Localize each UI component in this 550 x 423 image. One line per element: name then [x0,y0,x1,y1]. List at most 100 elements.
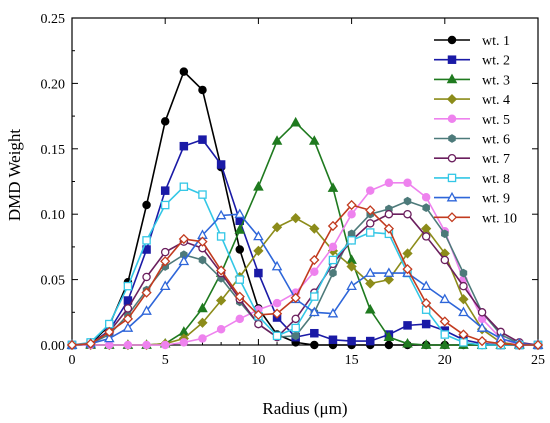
y-axis-title: DMD Weight [5,129,24,222]
legend-item-4: wt. 4 [434,93,510,108]
data-point [291,323,300,333]
legend-label: wt. 5 [482,113,510,128]
data-point [347,336,356,346]
legend-marker [447,55,457,64]
data-point [105,340,114,350]
data-point [179,141,189,151]
data-point [198,135,207,144]
data-point [122,313,134,324]
data-point [383,331,395,342]
legend-marker [447,114,457,124]
legend-label: wt. 7 [482,152,510,167]
data-point [234,224,246,234]
data-point [178,255,190,266]
data-point [271,135,283,145]
data-point [142,272,151,282]
data-point [383,223,394,234]
data-point [215,209,227,220]
data-point [384,178,394,188]
data-point [441,229,449,239]
data-point [160,256,171,267]
data-point [459,281,468,291]
data-point [253,230,264,241]
data-point [159,280,171,290]
legend-label: wt. 10 [482,211,517,226]
data-point [253,180,264,191]
data-point [459,268,468,278]
data-point [197,302,208,313]
data-point [66,339,78,351]
legend-item-2: wt. 2 [434,54,510,69]
data-point [179,67,189,76]
data-point [235,275,245,284]
data-point [179,182,189,191]
data-point [327,182,339,192]
data-point [458,294,469,305]
data-point [235,245,245,254]
data-point [421,192,431,202]
data-point [198,190,207,199]
data-point [364,267,376,277]
legend-marker [446,93,458,105]
data-point [309,135,320,145]
data-point [290,116,301,127]
data-point [198,85,207,95]
data-point [421,298,432,309]
data-point [495,338,506,349]
data-point [476,335,488,347]
data-point [403,178,412,188]
data-point [122,322,134,332]
y-tick-label: 0.05 [41,274,66,289]
legend-item-5: wt. 5 [434,113,510,128]
data-point [346,261,357,272]
data-point [104,326,115,338]
series-line [71,204,538,346]
data-point [216,295,227,306]
data-point [403,321,412,330]
data-point [160,117,170,126]
legend-item-6: wt. 6 [434,133,510,148]
legend-marker [446,212,458,223]
series-line [71,185,538,346]
data-point [141,305,152,315]
data-point [178,233,189,245]
legend-item-8: wt. 8 [434,172,510,187]
data-point [271,260,283,271]
data-point [216,232,226,241]
data-point [310,267,319,277]
legend-item-1: wt. 1 [434,34,510,49]
axes: 0 5 10 15 20 25 0.00 0.05 0.10 0.15 0.20 0.25 [41,12,546,368]
data-point [403,209,412,219]
x-tick-label: 20 [438,353,452,368]
y-tick-label: 0.00 [41,339,66,354]
data-point [272,298,282,308]
y-tick-label: 0.20 [41,77,66,92]
data-point [198,334,207,343]
legend-item-3: wt. 3 [434,73,510,88]
x-tick-label: 10 [251,353,265,368]
data-point [420,339,432,349]
data-point [329,268,337,278]
legend-marker [447,153,457,163]
x-tick-label: 25 [531,353,545,368]
series-9 [66,208,544,349]
legend-marker [447,35,457,45]
x-tick-label: 5 [162,353,169,368]
data-point [309,306,320,317]
data-point [141,287,152,298]
series-line [71,70,538,346]
data-point [402,264,413,275]
data-point [123,281,133,291]
data-point [328,335,338,345]
data-point [291,331,300,341]
data-point [142,340,151,350]
data-point [439,293,451,304]
data-point [105,319,114,329]
data-point [365,336,375,346]
data-point [422,203,430,213]
data-point [216,325,226,334]
data-point [290,292,301,304]
data-point [216,265,227,276]
data-point [328,242,338,252]
